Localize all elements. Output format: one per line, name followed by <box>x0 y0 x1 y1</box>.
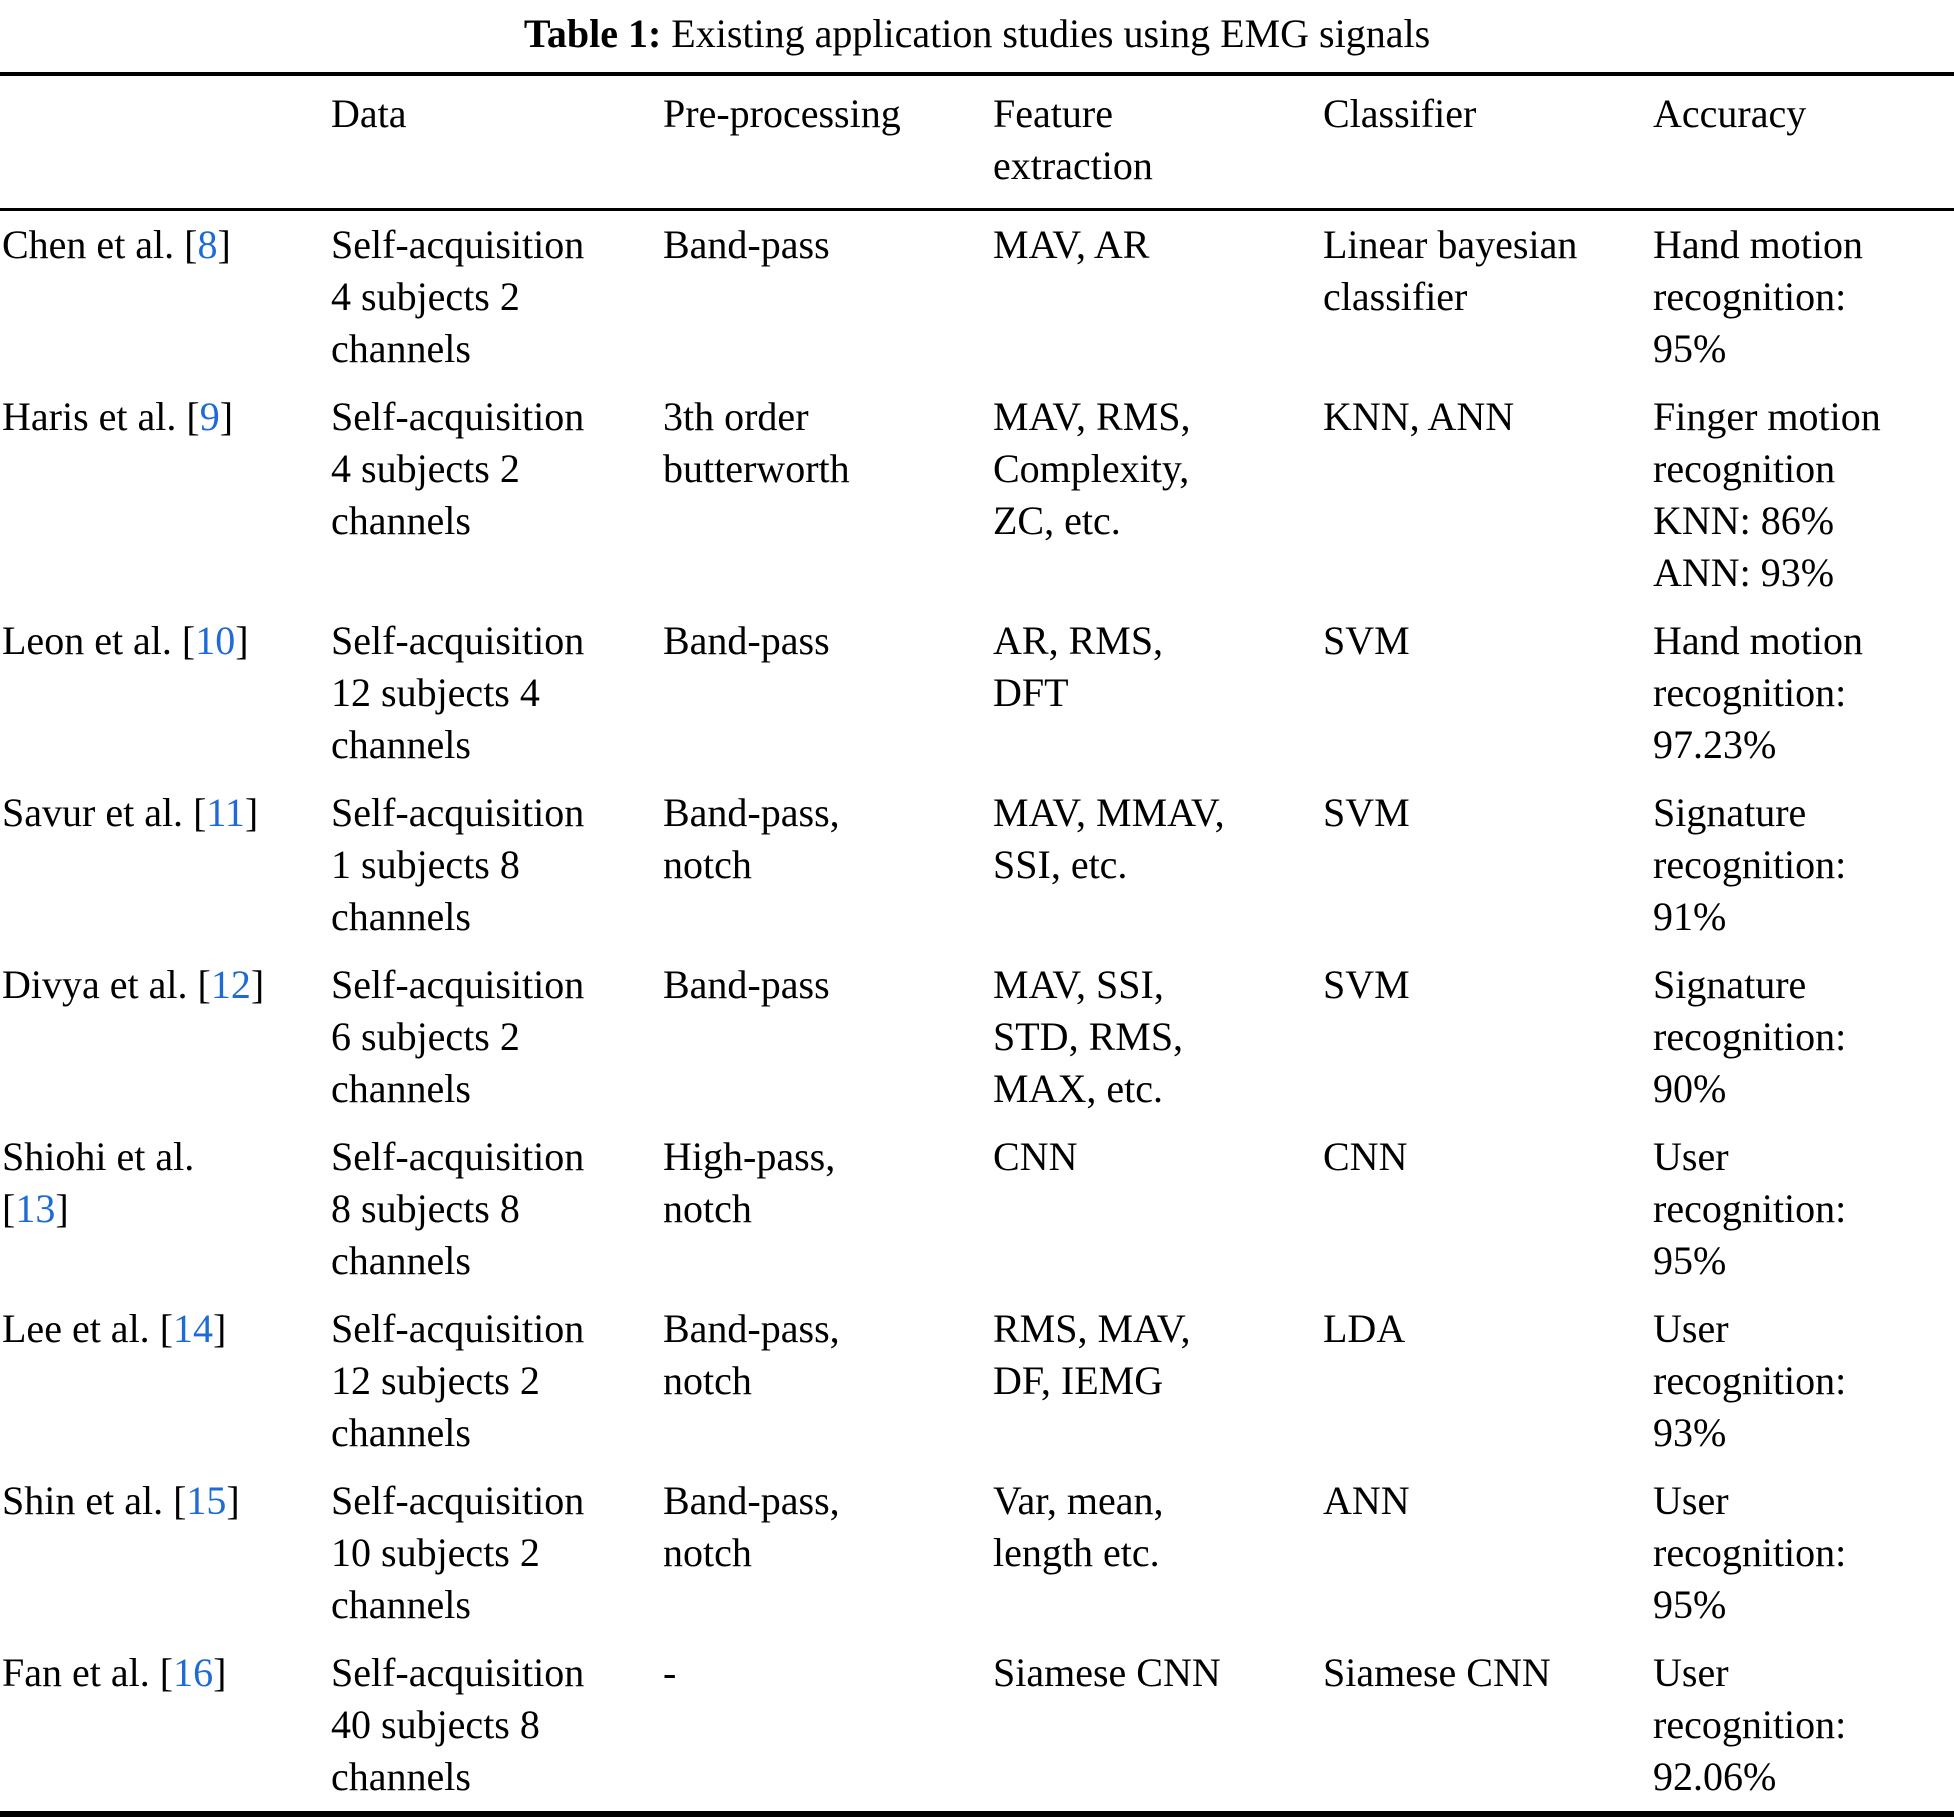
study-cell: Leon et al. [10] <box>2 618 249 663</box>
study-name: Shin et al. <box>2 1478 174 1523</box>
data-cell: Self-acquisition 40 subjects 8 channels <box>331 1650 585 1799</box>
classifier-cell: KNN, ANN <box>1323 394 1515 439</box>
study-name: Chen et al. <box>2 222 185 267</box>
table-caption: Table 1: Existing application studies us… <box>0 8 1954 60</box>
table-row: Leon et al. [10] Self-acquisition 12 subj… <box>0 607 1954 779</box>
data-cell: Self-acquisition 12 subjects 2 channels <box>331 1306 585 1455</box>
header-preprocessing: Pre-processing <box>663 74 993 211</box>
preprocessing-cell: 3th order butterworth <box>663 394 850 491</box>
classifier-cell: SVM <box>1323 618 1410 663</box>
header-classifier: Classifier <box>1323 74 1653 211</box>
study-name: Divya et al. <box>2 962 198 1007</box>
accuracy-cell: Hand motion recognition: 97.23% <box>1653 618 1863 767</box>
features-cell: RMS, MAV, DF, IEMG <box>993 1306 1191 1403</box>
features-cell: CNN <box>993 1134 1078 1179</box>
accuracy-cell: User recognition: 92.06% <box>1653 1650 1847 1799</box>
study-name: Shiohi et al. <box>2 1134 195 1179</box>
header-study <box>0 74 331 211</box>
citation-link[interactable]: 12 <box>210 962 251 1007</box>
preprocessing-cell: Band-pass <box>663 222 830 267</box>
accuracy-cell: Signature recognition: 90% <box>1653 962 1847 1111</box>
citation-link[interactable]: 16 <box>173 1650 214 1695</box>
classifier-cell: ANN <box>1323 1478 1410 1523</box>
header-row: Data Pre-processing Feature extraction C… <box>0 74 1954 211</box>
data-cell: Self-acquisition 8 subjects 8 channels <box>331 1134 585 1283</box>
table-row: Chen et al. [8] Self-acquisition 4 subjec… <box>0 210 1954 384</box>
classifier-cell: SVM <box>1323 962 1410 1007</box>
classifier-cell: CNN <box>1323 1134 1408 1179</box>
table-row: Savur et al. [11] Self-acquisition 1 subj… <box>0 779 1954 951</box>
features-cell: MAV, SSI, STD, RMS, MAX, etc. <box>993 962 1184 1111</box>
preprocessing-cell: Band-pass, notch <box>663 1306 840 1403</box>
citation-link[interactable]: 11 <box>206 790 245 835</box>
study-cell: Haris et al. [9] <box>2 394 234 439</box>
features-cell: MAV, AR <box>993 222 1150 267</box>
study-cell: Lee et al. [14] <box>2 1306 227 1351</box>
citation-link[interactable]: 10 <box>195 618 236 663</box>
table-row: Lee et al. [14] Self-acquisition 12 subje… <box>0 1295 1954 1467</box>
classifier-cell: SVM <box>1323 790 1410 835</box>
data-cell: Self-acquisition 4 subjects 2 channels <box>331 394 585 543</box>
accuracy-cell: User recognition: 95% <box>1653 1478 1847 1627</box>
paper-page: Table 1: Existing application studies us… <box>0 8 1954 1817</box>
emg-studies-table: Data Pre-processing Feature extraction C… <box>0 72 1954 1817</box>
table-row: Shin et al. [15] Self-acquisition 10 subj… <box>0 1467 1954 1639</box>
header-accuracy: Accuracy <box>1653 74 1954 211</box>
accuracy-cell: User recognition: 95% <box>1653 1134 1847 1283</box>
accuracy-cell: Finger motion recognition KNN: 86% ANN: … <box>1653 394 1881 595</box>
data-cell: Self-acquisition 10 subjects 2 channels <box>331 1478 585 1627</box>
table-row: Divya et al. [12] Self-acquisition 6 subj… <box>0 951 1954 1123</box>
preprocessing-cell: High-pass, notch <box>663 1134 836 1231</box>
table-caption-label: Table 1: <box>523 11 662 56</box>
table-row: Shiohi et al. [13] Self-acquisition 8 sub… <box>0 1123 1954 1295</box>
header-feature-extraction: Feature extraction <box>993 74 1323 211</box>
preprocessing-cell: - <box>663 1650 677 1695</box>
accuracy-cell: Signature recognition: 91% <box>1653 790 1847 939</box>
citation-link[interactable]: 15 <box>186 1478 227 1523</box>
features-cell: Siamese CNN <box>993 1650 1221 1695</box>
study-name: Leon et al. <box>2 618 182 663</box>
data-cell: Self-acquisition 6 subjects 2 channels <box>331 962 585 1111</box>
study-cell: Savur et al. [11] <box>2 790 259 835</box>
study-name: Fan et al. <box>2 1650 160 1695</box>
preprocessing-cell: Band-pass <box>663 618 830 663</box>
table-caption-text: Existing application studies using EMG s… <box>671 11 1431 56</box>
citation-link[interactable]: 9 <box>199 394 220 439</box>
features-cell: MAV, RMS, Complexity, ZC, etc. <box>993 394 1191 543</box>
accuracy-cell: Hand motion recognition: 95% <box>1653 222 1863 371</box>
study-name: Lee et al. <box>2 1306 160 1351</box>
table-row: Fan et al. [16] Self-acquisition 40 subje… <box>0 1639 1954 1814</box>
data-cell: Self-acquisition 1 subjects 8 channels <box>331 790 585 939</box>
table-row: Haris et al. [9] Self-acquisition 4 subje… <box>0 383 1954 607</box>
features-cell: MAV, MMAV, SSI, etc. <box>993 790 1225 887</box>
preprocessing-cell: Band-pass, notch <box>663 1478 840 1575</box>
table-body: Chen et al. [8] Self-acquisition 4 subjec… <box>0 210 1954 1815</box>
classifier-cell: Siamese CNN <box>1323 1650 1551 1695</box>
features-cell: AR, RMS, DFT <box>993 618 1164 715</box>
classifier-cell: LDA <box>1323 1306 1406 1351</box>
header-data: Data <box>331 74 663 211</box>
study-cell: Fan et al. [16] <box>2 1650 227 1695</box>
preprocessing-cell: Band-pass, notch <box>663 790 840 887</box>
citation-link[interactable]: 13 <box>15 1186 56 1231</box>
study-cell: Shiohi et al. [13] <box>2 1134 195 1231</box>
citation-link[interactable]: 8 <box>197 222 218 267</box>
study-name: Savur et al. <box>2 790 194 835</box>
study-cell: Divya et al. [12] <box>2 962 265 1007</box>
accuracy-cell: User recognition: 93% <box>1653 1306 1847 1455</box>
data-cell: Self-acquisition 12 subjects 4 channels <box>331 618 585 767</box>
citation-link[interactable]: 14 <box>173 1306 214 1351</box>
preprocessing-cell: Band-pass <box>663 962 830 1007</box>
features-cell: Var, mean, length etc. <box>993 1478 1164 1575</box>
study-cell: Shin et al. [15] <box>2 1478 240 1523</box>
study-cell: Chen et al. [8] <box>2 222 231 267</box>
data-cell: Self-acquisition 4 subjects 2 channels <box>331 222 585 371</box>
study-name: Haris et al. <box>2 394 187 439</box>
table-header: Data Pre-processing Feature extraction C… <box>0 74 1954 211</box>
classifier-cell: Linear bayesian classifier <box>1323 222 1578 319</box>
